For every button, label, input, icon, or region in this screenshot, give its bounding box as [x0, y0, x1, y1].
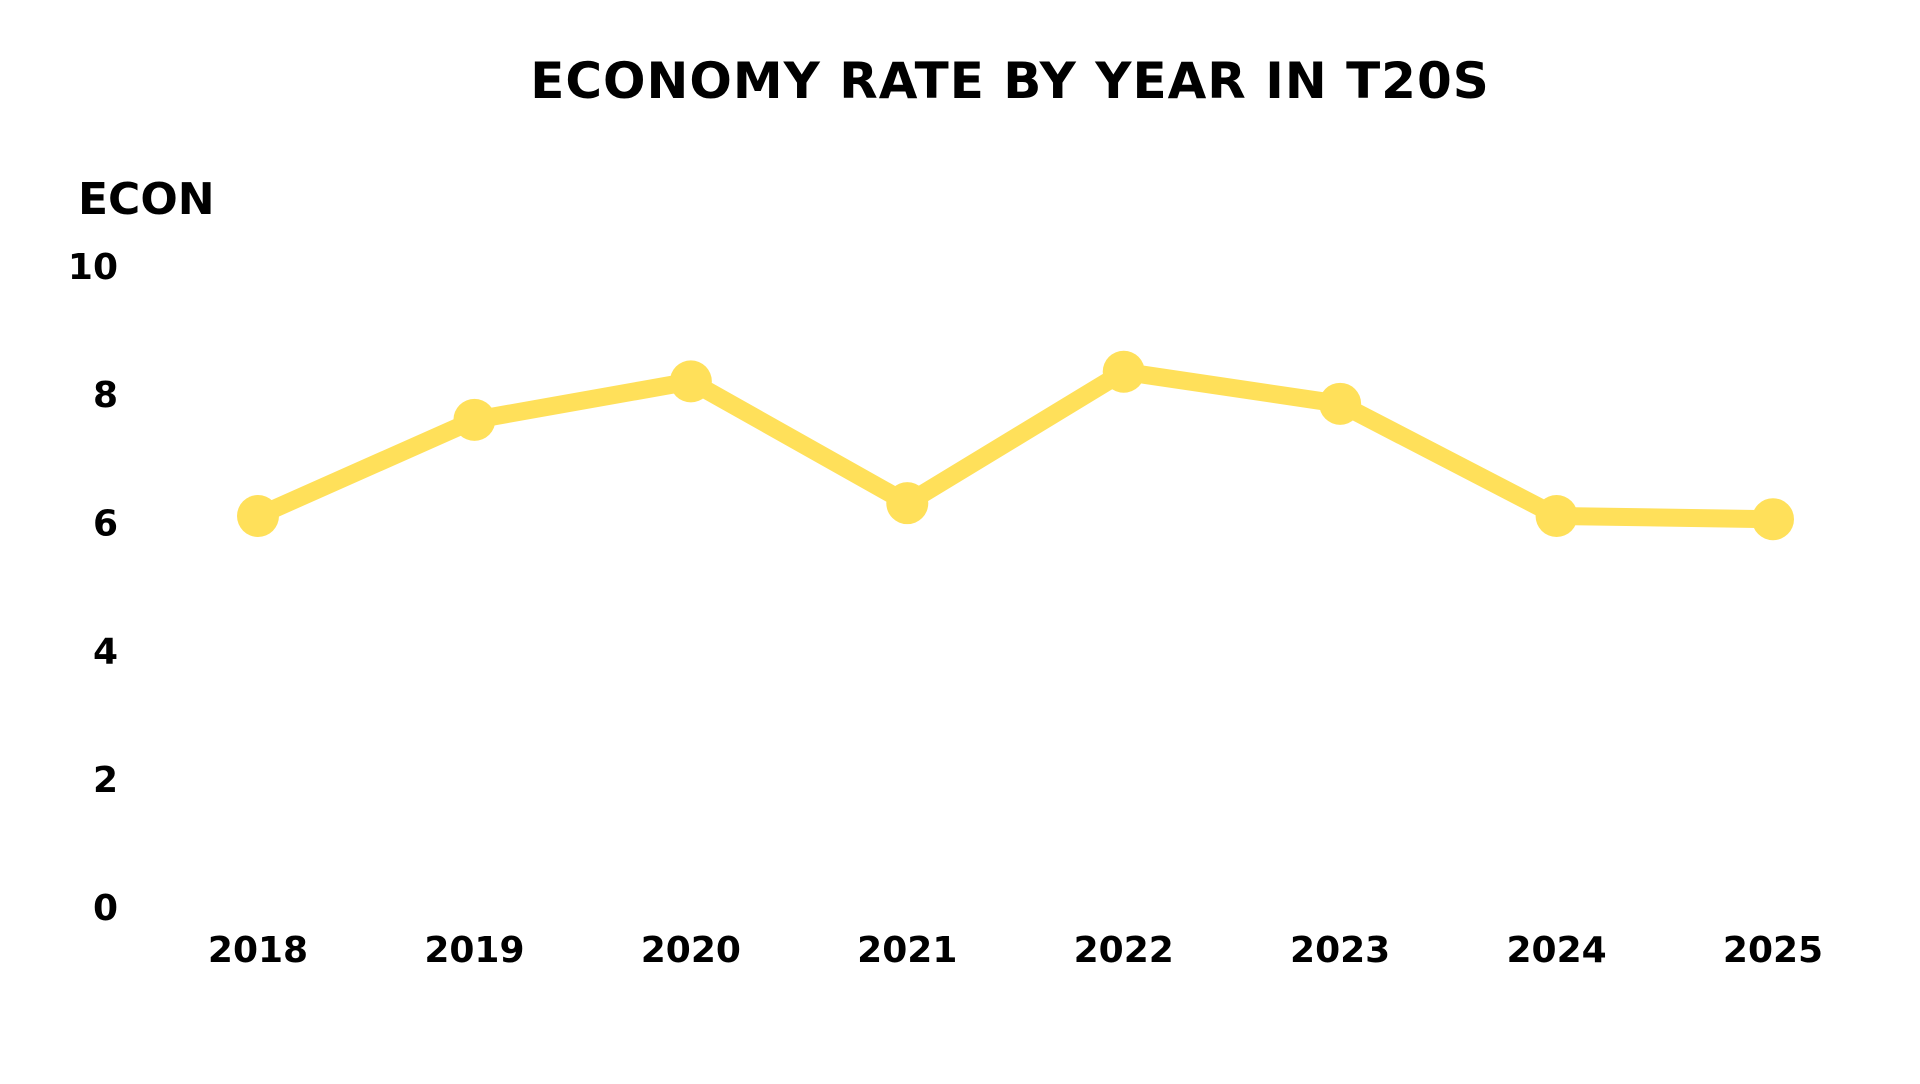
y-tick-label: 4: [93, 632, 118, 673]
x-tick-label: 2025: [1723, 930, 1823, 971]
y-axis-ticks: 0 2 4 6 8 10: [68, 247, 118, 929]
x-axis-ticks: 2018 2019 2020 2021 2022 2023 2024 2025: [208, 930, 1823, 971]
y-tick-label: 2: [93, 760, 118, 801]
data-point: [1102, 350, 1145, 393]
data-point: [453, 398, 496, 441]
data-point: [1752, 498, 1794, 541]
y-tick-label: 8: [93, 375, 118, 416]
data-point: [669, 360, 712, 403]
x-tick-label: 2018: [208, 930, 308, 971]
x-tick-label: 2021: [857, 930, 957, 971]
data-point: [237, 494, 279, 537]
x-tick-label: 2022: [1074, 930, 1174, 971]
x-tick-label: 2023: [1290, 930, 1390, 971]
y-axis-label: ECON: [78, 174, 215, 225]
y-tick-label: 0: [93, 888, 118, 929]
data-point: [1535, 494, 1578, 537]
x-tick-label: 2019: [424, 930, 524, 971]
y-tick-label: 10: [68, 247, 118, 288]
x-tick-label: 2020: [641, 930, 741, 971]
chart-title: ECONOMY RATE BY YEAR IN T20S: [530, 52, 1490, 110]
data-point: [886, 482, 929, 525]
series-points: [237, 350, 1794, 541]
series-line: [249, 362, 1782, 529]
data-point: [1319, 382, 1362, 425]
y-tick-label: 6: [93, 503, 118, 544]
x-tick-label: 2024: [1506, 930, 1606, 971]
